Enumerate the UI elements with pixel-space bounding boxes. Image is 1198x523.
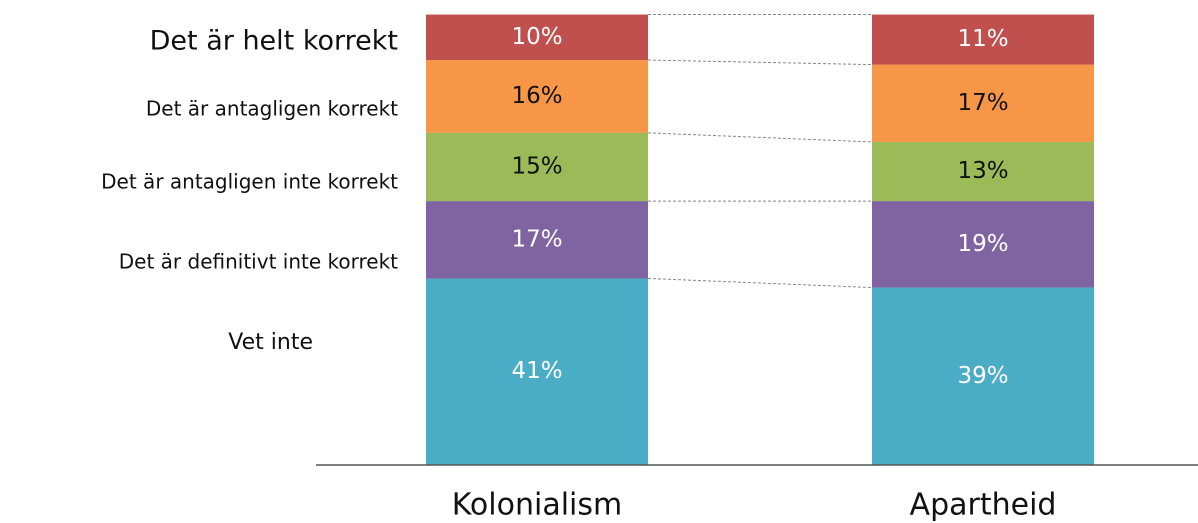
data-label: 13% [957,158,1008,184]
connector [647,132,873,143]
legend-label: Det är definitivt inte korrekt [119,250,398,274]
legend-label: Det är antagligen inte korrekt [101,170,398,194]
data-label: 16% [511,83,562,109]
connector [647,277,873,289]
connector [647,59,873,66]
data-label: 39% [957,363,1008,389]
bar-segment [872,14,1094,65]
legend-label: Det är helt korrekt [150,26,398,57]
data-label: 17% [957,90,1008,116]
bar-segment [426,201,648,279]
bar-segment [426,132,648,202]
legend-label: Det är antagligen korrekt [146,97,398,121]
bar-segment [426,14,648,61]
bar-segment [872,64,1094,142]
bar-segment [872,287,1094,465]
data-label: 41% [511,358,562,384]
bar-segment [872,201,1094,288]
bar-segment [426,60,648,133]
data-label: 17% [511,226,562,252]
bar-segment [872,141,1094,202]
bar-segment [426,278,648,465]
x-tick-label: Apartheid [910,488,1057,523]
x-tick-label: Kolonialism [452,488,622,523]
legend-label: Vet inte [228,330,313,355]
data-label: 15% [511,153,562,179]
data-label: 11% [957,26,1008,52]
data-label: 10% [511,24,562,50]
data-label: 19% [957,231,1008,257]
